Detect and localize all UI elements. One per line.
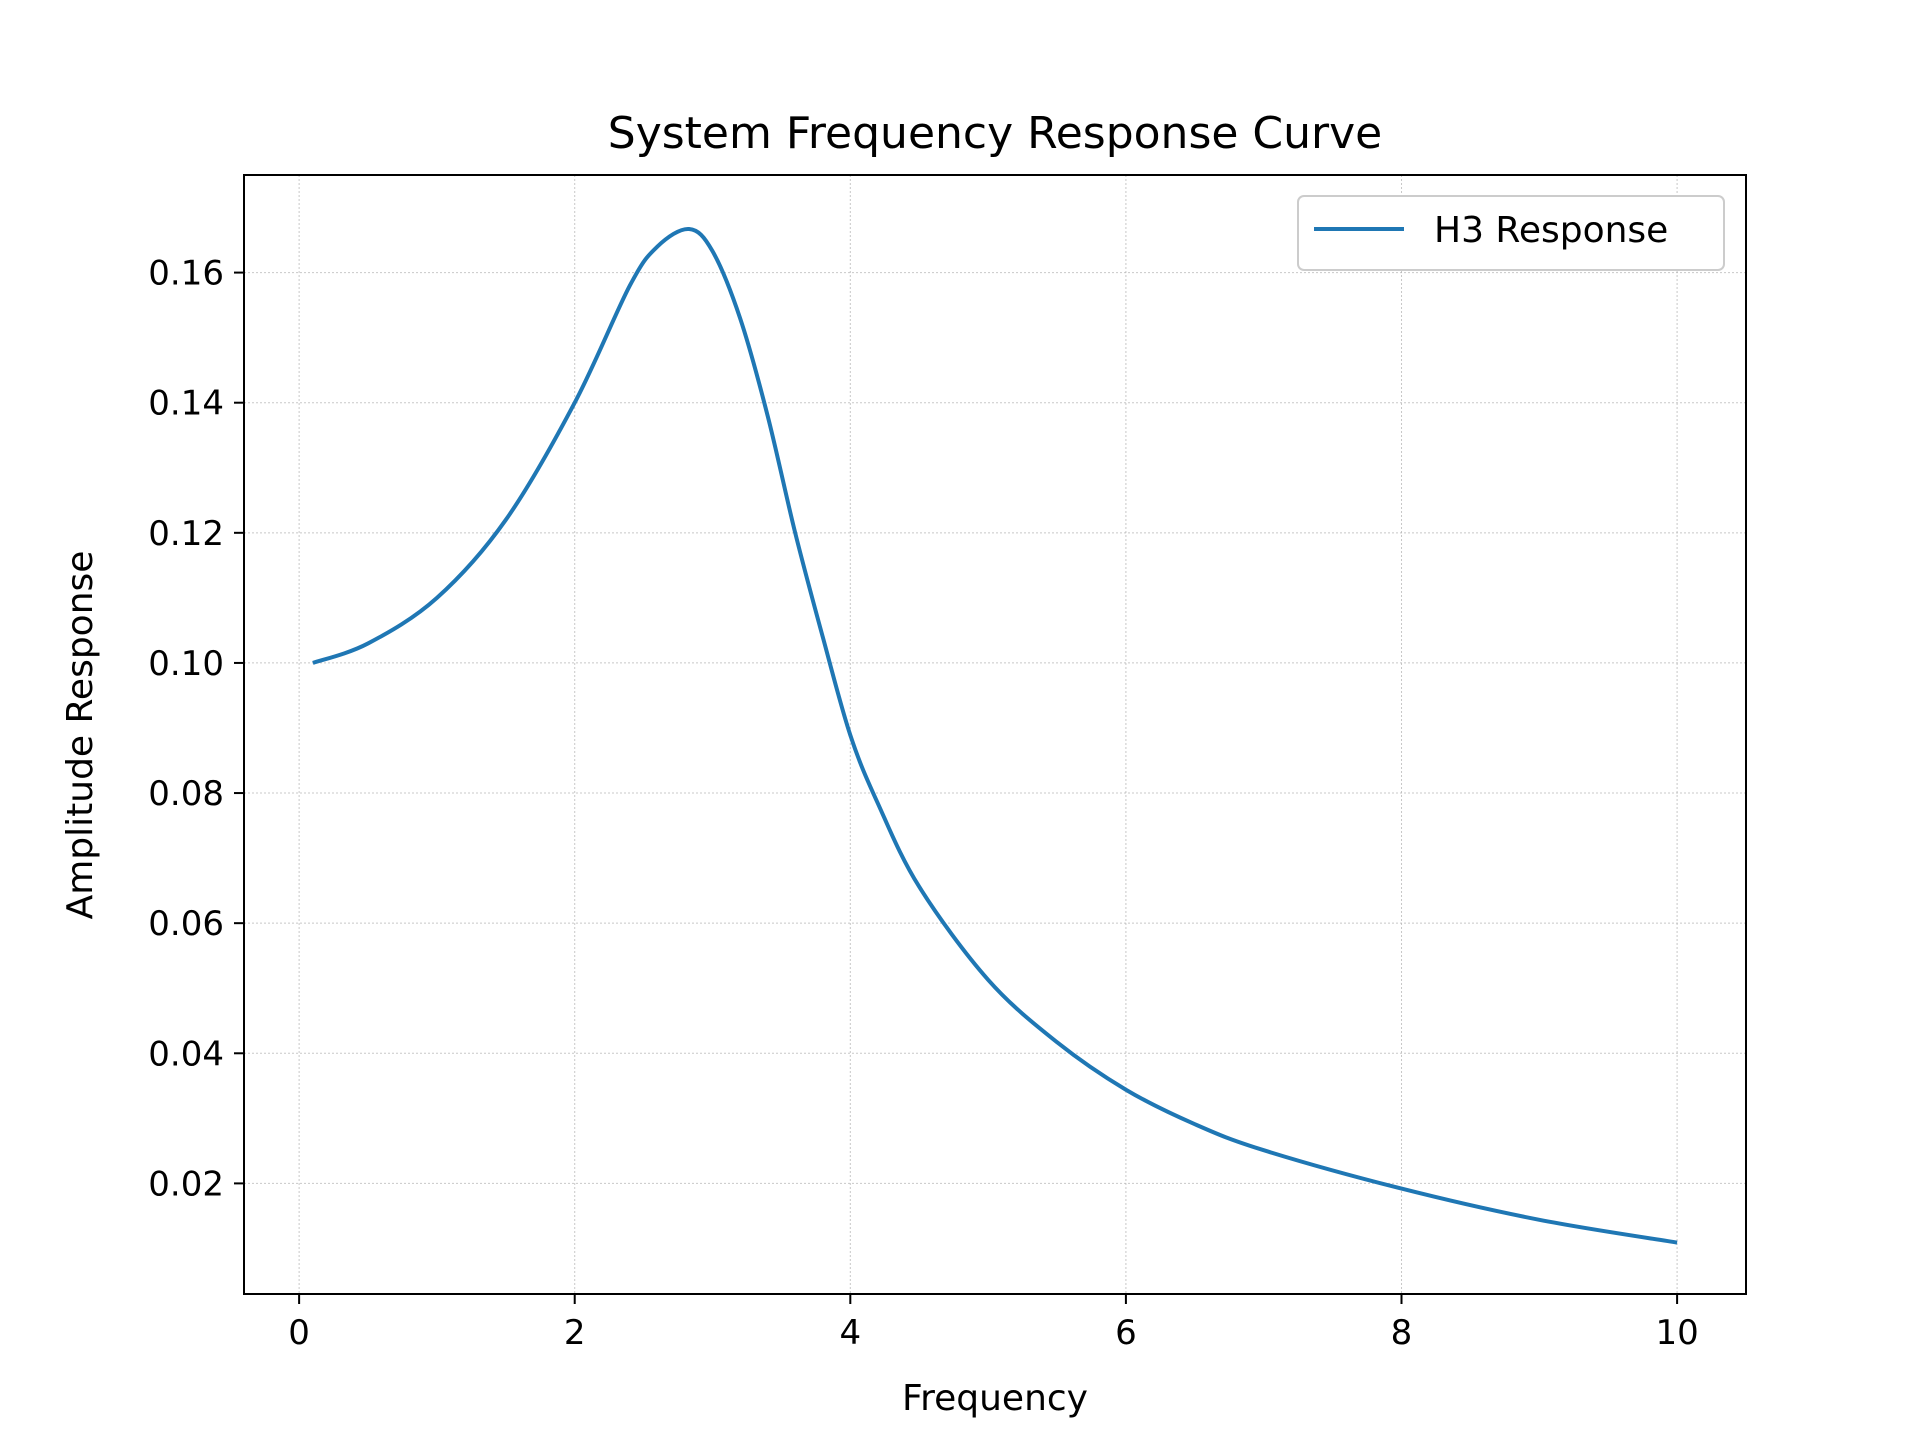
x-tick-label: 4 — [839, 1313, 861, 1353]
plot-area-frame — [243, 174, 1747, 1295]
legend: H3 Response — [1297, 195, 1725, 271]
y-tick-label: 0.16 — [148, 254, 224, 294]
x-tick-label: 8 — [1391, 1313, 1413, 1353]
legend-label-h3-response: H3 Response — [1434, 210, 1668, 251]
y-tick-label: 0.02 — [148, 1164, 224, 1204]
y-tick-label: 0.04 — [148, 1034, 224, 1074]
chart-title: System Frequency Response Curve — [608, 108, 1382, 159]
grid-lines — [244, 175, 1746, 1294]
x-axis-title: Frequency — [902, 1378, 1088, 1419]
y-tick-label: 0.12 — [148, 514, 224, 554]
legend-box — [1297, 195, 1725, 271]
y-axis-title: Amplitude Response — [60, 551, 101, 920]
x-tick-label: 0 — [288, 1313, 310, 1353]
x-tick-label: 10 — [1655, 1313, 1698, 1353]
series-line-1 — [312, 226, 1678, 1245]
x-axis-ticks: 0 2 4 6 8 10 — [288, 1294, 1699, 1353]
series-layer — [312, 226, 1678, 1245]
y-axis-ticks: 0.02 0.04 0.06 0.08 0.10 0.12 0.14 0.16 — [148, 254, 244, 1204]
y-tick-label: 0.10 — [148, 644, 224, 684]
x-tick-label: 2 — [564, 1313, 586, 1353]
y-tick-label: 0.08 — [148, 774, 224, 814]
x-tick-label: 6 — [1115, 1313, 1137, 1353]
y-tick-label: 0.06 — [148, 904, 224, 944]
y-tick-label: 0.14 — [148, 384, 224, 424]
